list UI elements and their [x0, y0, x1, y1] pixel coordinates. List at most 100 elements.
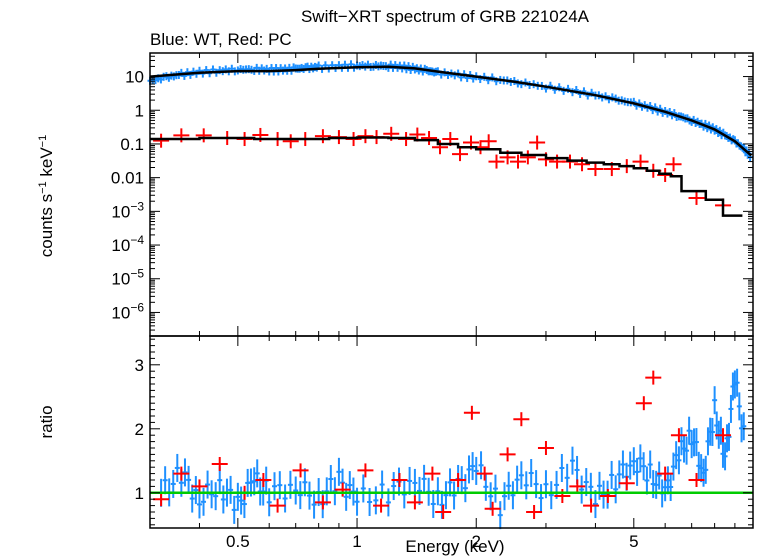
wt-ratio-point: [478, 451, 484, 480]
wt-ratio-point: [297, 481, 303, 510]
pc-ratio-point: [513, 412, 530, 427]
wt-ratio-point: [254, 459, 260, 488]
wt-ratio-point: [676, 446, 682, 475]
pc-ratio-point: [406, 495, 423, 510]
pc-spectrum-point: [282, 134, 299, 149]
wt-ratio-point: [174, 453, 180, 482]
wt-ratio-point: [613, 475, 619, 504]
spectrum-data-layer: [147, 60, 753, 217]
spectrum-y-tick-label: 10−4: [111, 233, 144, 255]
wt-ratio-point: [196, 490, 202, 519]
ylabel-mid: keV: [37, 147, 56, 182]
wt-ratio-point: [451, 481, 457, 510]
wt-ratio-point: [609, 460, 615, 489]
wt-ratio-point: [373, 486, 379, 515]
wt-ratio-point: [182, 458, 188, 487]
wt-ratio-point: [328, 465, 334, 494]
wt-ratio-point: [235, 482, 241, 511]
pc-ratio-point: [173, 466, 190, 481]
pc-spectrum-point: [153, 133, 170, 148]
wt-ratio-point: [251, 467, 257, 496]
wt-ratio-point: [728, 394, 734, 423]
ratio-y-tick-label: 2: [135, 420, 144, 439]
wt-ratio-point: [228, 475, 234, 504]
pc-ratio-point: [357, 463, 374, 478]
wt-ratio-point: [306, 481, 312, 510]
pc-ratio-point: [269, 498, 286, 513]
wt-ratio-point: [416, 476, 422, 505]
x-tick-label: 5: [629, 532, 638, 551]
wt-ratio-point: [634, 457, 640, 486]
ratio-y-axis-label: ratio: [37, 405, 56, 438]
pc-spectrum-point: [519, 150, 536, 165]
pc-ratio-point: [499, 447, 516, 462]
wt-ratio-point: [693, 428, 699, 457]
wt-ratio-point: [488, 482, 494, 511]
wt-ratio-point: [514, 465, 520, 494]
wt-ratio-point: [574, 455, 580, 484]
wt-ratio-point: [483, 472, 489, 501]
wt-ratio-point: [324, 477, 330, 506]
pc-ratio-point: [715, 428, 732, 443]
wt-ratio-point: [631, 447, 637, 476]
pc-ratio-point: [373, 498, 390, 513]
wt-ratio-point: [506, 471, 512, 500]
wt-ratio-point: [401, 480, 407, 509]
wt-ratio-point: [220, 485, 226, 514]
wt-ratio-point: [421, 464, 427, 493]
wt-ratio-point: [726, 422, 732, 451]
wt-ratio-point: [510, 481, 516, 510]
wt-ratio-point: [470, 452, 476, 481]
wt-ratio-point: [684, 436, 690, 465]
pc-spectrum-point: [195, 128, 212, 143]
wt-spectrum-point: [249, 65, 255, 74]
pc-ratio-point: [526, 505, 543, 519]
pc-ratio-point: [292, 463, 309, 478]
pc-ratio-point: [657, 466, 674, 481]
pc-ratio-point: [463, 405, 480, 420]
wt-ratio-point: [193, 476, 199, 505]
spectrum-y-tick-label: 10−5: [111, 267, 144, 289]
wt-ratio-point: [497, 501, 503, 530]
pc-spectrum-point: [632, 154, 649, 169]
pc-ratio-point: [635, 396, 652, 411]
wt-ratio-point: [473, 456, 479, 485]
wt-ratio-point: [641, 452, 647, 481]
wt-ratio-point: [407, 466, 413, 495]
wt-ratio-point: [282, 484, 288, 513]
pc-ratio-point: [450, 473, 467, 487]
wt-ratio-point: [668, 472, 674, 501]
wt-ratio-point: [391, 472, 397, 501]
wt-ratio-point: [186, 465, 192, 494]
pc-model-line: [150, 136, 743, 217]
wt-ratio-point: [644, 466, 650, 495]
wt-ratio-point: [336, 457, 342, 486]
pc-spectrum-point: [510, 154, 527, 169]
pc-spectrum-point: [688, 190, 705, 205]
wt-ratio-point: [741, 412, 747, 441]
wt-ratio-point: [559, 453, 565, 482]
wt-ratio-point: [231, 495, 237, 524]
wt-ratio-point: [703, 455, 709, 484]
ylabel-base: counts s: [37, 194, 56, 257]
spectrum-y-tick-label: 1: [135, 101, 144, 120]
pc-spectrum-point: [431, 140, 448, 155]
ylabel-exp2: −1: [37, 135, 49, 148]
pc-spectrum-point: [587, 162, 604, 177]
ylabel-exp1: −1: [37, 181, 49, 194]
pc-ratio-point: [391, 473, 408, 487]
pc-spectrum-point: [421, 131, 438, 146]
pc-ratio-point: [554, 489, 571, 503]
wt-ratio-point: [620, 450, 626, 479]
wt-ratio-point: [712, 386, 718, 415]
wt-ratio-point: [443, 481, 449, 510]
x-axis-label: Energy (keV): [405, 537, 504, 556]
x-tick-label: 1: [352, 532, 361, 551]
wt-ratio-point: [466, 455, 472, 484]
wt-ratio-point: [379, 470, 385, 499]
pc-ratio-point: [424, 466, 441, 481]
wt-ratio-point: [528, 459, 534, 488]
pc-ratio-point: [583, 498, 600, 513]
wt-ratio-point: [238, 486, 244, 515]
